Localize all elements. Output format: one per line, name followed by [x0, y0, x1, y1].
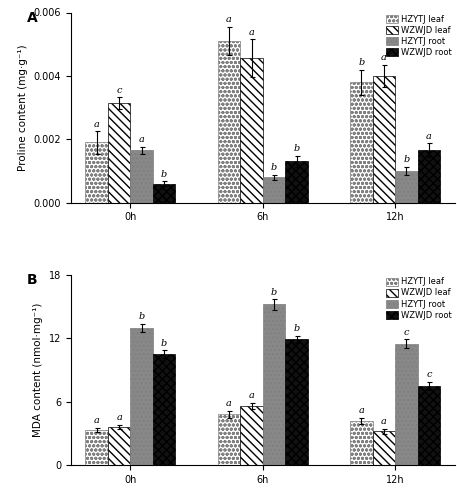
Text: b: b	[403, 156, 409, 164]
Text: b: b	[271, 288, 277, 297]
Text: b: b	[138, 312, 145, 321]
Bar	[85, 142, 108, 203]
Bar	[395, 344, 418, 465]
Text: a: a	[226, 16, 232, 24]
Legend: HZYTJ leaf, WZWJD leaf, HZYTJ root, WZWJD root: HZYTJ leaf, WZWJD leaf, HZYTJ root, WZWJ…	[385, 14, 454, 59]
Text: b: b	[161, 339, 167, 348]
Bar	[240, 406, 263, 465]
Text: c: c	[404, 328, 409, 336]
Text: b: b	[161, 170, 167, 178]
Legend: HZYTJ leaf, WZWJD leaf, HZYTJ root, WZWJD root: HZYTJ leaf, WZWJD leaf, HZYTJ root, WZWJ…	[385, 276, 454, 322]
Bar	[350, 82, 372, 202]
Bar	[218, 414, 240, 465]
Text: a: a	[249, 28, 255, 37]
Bar	[85, 430, 108, 465]
Text: a: a	[94, 416, 100, 426]
Bar	[285, 340, 308, 465]
Bar	[130, 150, 153, 203]
Bar	[395, 171, 418, 202]
Y-axis label: Proline content (mg·g⁻¹): Proline content (mg·g⁻¹)	[18, 44, 28, 171]
Text: a: a	[381, 418, 387, 426]
Text: b: b	[358, 58, 365, 67]
Bar	[153, 184, 175, 203]
Bar	[372, 76, 395, 202]
Bar	[263, 178, 285, 203]
Bar	[108, 427, 130, 465]
Y-axis label: MDA content (nmol·mg⁻¹): MDA content (nmol·mg⁻¹)	[33, 302, 43, 437]
Text: B: B	[27, 273, 37, 287]
Bar	[372, 431, 395, 465]
Text: b: b	[271, 164, 277, 172]
Bar	[418, 386, 440, 465]
Text: a: a	[426, 132, 432, 141]
Text: a: a	[358, 406, 364, 415]
Text: b: b	[293, 324, 300, 334]
Bar	[263, 304, 285, 465]
Text: c: c	[117, 86, 122, 94]
Bar	[240, 58, 263, 203]
Bar	[108, 103, 130, 202]
Bar	[218, 41, 240, 202]
Text: a: a	[116, 413, 122, 422]
Text: a: a	[94, 120, 100, 129]
Bar	[285, 162, 308, 202]
Bar	[153, 354, 175, 465]
Bar	[350, 420, 372, 465]
Text: a: a	[226, 400, 232, 408]
Bar	[418, 150, 440, 203]
Text: a: a	[381, 54, 387, 62]
Text: b: b	[293, 144, 300, 154]
Text: c: c	[426, 370, 432, 380]
Text: a: a	[249, 392, 255, 400]
Bar	[130, 328, 153, 465]
Text: a: a	[139, 135, 144, 144]
Text: A: A	[27, 10, 37, 24]
